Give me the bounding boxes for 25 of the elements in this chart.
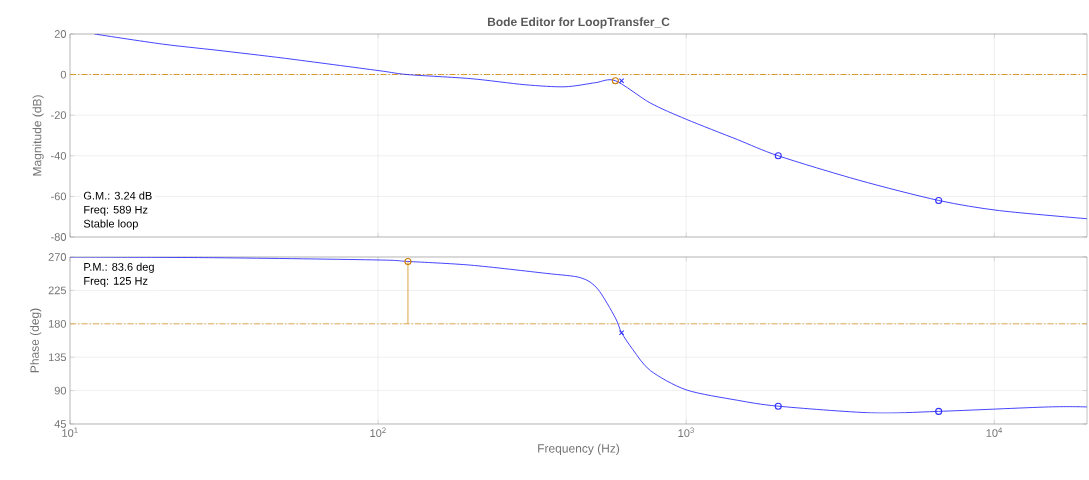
y-tick-label: 180	[48, 319, 67, 328]
annotation: Stable loop	[83, 219, 138, 230]
annotation: Freq: 589 Hz	[84, 205, 148, 216]
y-tick-label: -20	[51, 111, 67, 120]
x-tick-label: 10$^{2}$	[370, 427, 386, 437]
x-tick-label: 10$^{3}$	[678, 427, 694, 437]
x-tick-label: 10$^{1}$	[62, 427, 78, 437]
y-tick-label: 225	[48, 286, 66, 295]
chart-title: Bode Editor for LoopTransfer_C	[487, 17, 670, 29]
y-tick-label: 90	[54, 386, 67, 395]
y-tick-label: -40	[51, 151, 67, 160]
y-tick-label: 45	[54, 420, 66, 428]
y-tick-label: 20	[54, 30, 67, 38]
x-axis-title: Frequency (Hz)	[538, 443, 620, 456]
annotation: G.M.: 3.24 dB	[83, 191, 152, 200]
y-axis-title: Phase (deg)	[30, 308, 42, 373]
y-tick-label: 0	[60, 70, 67, 79]
y-tick-label: 135	[48, 353, 66, 362]
y-tick-label: -80	[51, 233, 67, 241]
annotation: P.M.: 83.6 deg	[84, 262, 154, 273]
annotation: Freq: 125 Hz	[84, 277, 148, 287]
y-tick-label: -60	[51, 192, 67, 201]
x-tick-label: 10$^{4}$	[986, 427, 1003, 437]
y-axis-title: Magnitude (dB)	[32, 95, 44, 176]
y-tick-label: 270	[48, 253, 67, 261]
